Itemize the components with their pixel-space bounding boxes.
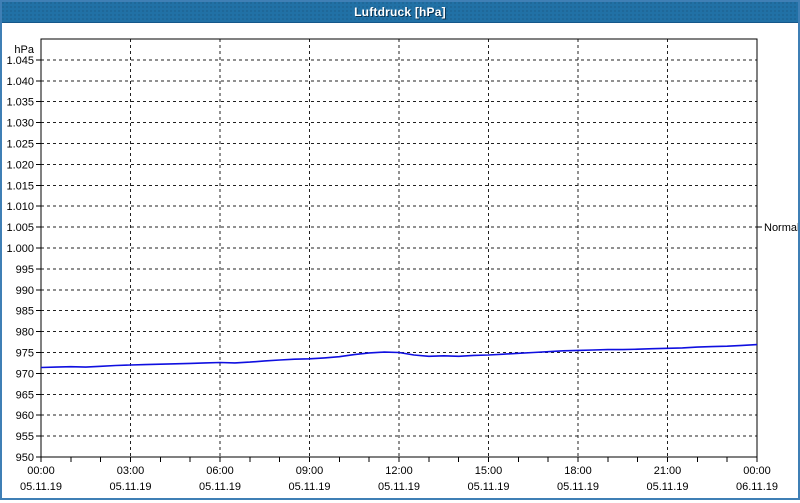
series-lines (40, 343, 758, 369)
svg-text:05.11.19: 05.11.19 (288, 481, 330, 493)
svg-text:05.11.19: 05.11.19 (199, 481, 241, 493)
unit-label-group: hPa (14, 44, 34, 56)
svg-text:980: 980 (16, 327, 34, 339)
svg-text:06:00: 06:00 (206, 465, 234, 477)
pressure-chart: 1.045 1.040 1.035 1.030 1.025 1.020 1.015 1.010… (6, 38, 799, 493)
svg-text:1.035: 1.035 (6, 97, 34, 109)
svg-text:975: 975 (16, 348, 34, 360)
svg-text:12:00: 12:00 (385, 465, 413, 477)
svg-text:1.030: 1.030 (6, 118, 34, 130)
normal-label: Normal (764, 222, 798, 234)
svg-text:05.11.19: 05.11.19 (467, 481, 509, 493)
svg-text:995: 995 (16, 264, 34, 276)
svg-text:18:00: 18:00 (564, 465, 592, 477)
x-axis-labels: 00:00 05.11.19 03:00 05.11.19 06:00 05.11.19 0… (20, 457, 778, 493)
svg-text:03:00: 03:00 (117, 465, 145, 477)
y-axis-labels: 1.045 1.040 1.035 1.030 1.025 1.020 1.015 1.010… (6, 55, 41, 464)
window-title: Luftdruck [hPa] (354, 5, 446, 19)
svg-text:00:00: 00:00 (27, 465, 55, 477)
chart-area: 1.045 1.040 1.035 1.030 1.025 1.020 1.015 1.010… (2, 23, 799, 498)
grid-lines (41, 39, 757, 457)
svg-text:05.11.19: 05.11.19 (109, 481, 151, 493)
svg-text:1.010: 1.010 (6, 201, 34, 213)
svg-text:965: 965 (16, 389, 34, 401)
svg-text:05.11.19: 05.11.19 (646, 481, 688, 493)
svg-text:06.11.19: 06.11.19 (736, 481, 778, 493)
svg-text:1.000: 1.000 (6, 243, 34, 255)
titlebar[interactable]: Luftdruck [hPa] (2, 2, 798, 23)
svg-text:15:00: 15:00 (475, 465, 503, 477)
svg-text:950: 950 (16, 452, 34, 464)
unit-label: hPa (14, 44, 34, 56)
svg-text:985: 985 (16, 306, 34, 318)
pressure-line (40, 343, 758, 369)
svg-text:960: 960 (16, 410, 34, 422)
svg-text:1.015: 1.015 (6, 180, 34, 192)
svg-text:05.11.19: 05.11.19 (20, 481, 62, 493)
svg-text:1.020: 1.020 (6, 159, 34, 171)
svg-text:1.025: 1.025 (6, 139, 34, 151)
svg-text:05.11.19: 05.11.19 (557, 481, 599, 493)
normal-annotation: Normal (757, 222, 799, 234)
svg-text:1.005: 1.005 (6, 222, 34, 234)
svg-text:00:00: 00:00 (743, 465, 771, 477)
svg-text:1.040: 1.040 (6, 76, 34, 88)
svg-text:21:00: 21:00 (654, 465, 682, 477)
svg-text:970: 970 (16, 368, 34, 380)
svg-text:955: 955 (16, 431, 34, 443)
svg-text:1.045: 1.045 (6, 55, 34, 67)
svg-text:09:00: 09:00 (296, 465, 324, 477)
svg-text:990: 990 (16, 285, 34, 297)
svg-text:05.11.19: 05.11.19 (378, 481, 420, 493)
